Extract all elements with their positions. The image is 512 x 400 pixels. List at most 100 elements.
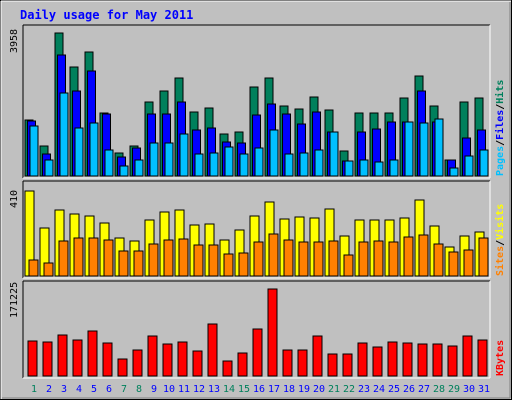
bar-sites-day-9 — [148, 243, 159, 277]
x-tick-label-day-27: 27 — [418, 384, 430, 395]
legend-sites: Sites — [494, 246, 506, 276]
x-tick-label-day-20: 20 — [313, 384, 325, 395]
bar-pages-day-17 — [269, 129, 279, 177]
bar-pages-day-1 — [29, 125, 39, 177]
bar-sites-day-25 — [388, 241, 399, 277]
bar-pages-day-28 — [434, 118, 444, 177]
bar-sites-day-7 — [118, 250, 129, 277]
bar-sites-day-12 — [193, 244, 204, 277]
chart-title: Daily usage for May 2011 — [20, 8, 193, 22]
bar-kbytes-day-1 — [27, 340, 38, 377]
x-tick-label-day-12: 12 — [193, 384, 205, 395]
x-tick-label-day-29: 29 — [448, 384, 460, 395]
bar-sites-day-14 — [223, 253, 234, 277]
bar-sites-day-29 — [448, 251, 459, 277]
x-tick-label-day-6: 6 — [106, 384, 112, 395]
bar-sites-day-1 — [28, 259, 39, 277]
y-max-label-visits-sites: 410 — [9, 190, 20, 208]
legend-hits: Hits — [494, 80, 506, 104]
x-tick-label-day-21: 21 — [328, 384, 340, 395]
bar-kbytes-day-17 — [267, 288, 278, 377]
bar-pages-day-21 — [329, 131, 339, 177]
bar-sites-day-18 — [283, 239, 294, 277]
x-tick-label-day-26: 26 — [403, 384, 415, 395]
x-tick-label-day-15: 15 — [238, 384, 250, 395]
x-tick-label-day-14: 14 — [223, 384, 235, 395]
bar-sites-day-26 — [403, 236, 414, 277]
chart-panels: 3958Pages/Files/Hits410Sites/Visits17122… — [9, 24, 506, 379]
bar-sites-day-23 — [358, 241, 369, 277]
x-tick-label-day-17: 17 — [268, 384, 280, 395]
bar-pages-day-12 — [194, 153, 204, 177]
x-tick-label-day-9: 9 — [151, 384, 157, 395]
bar-sites-day-5 — [88, 237, 99, 277]
bar-pages-day-5 — [89, 122, 99, 177]
x-tick-label-day-25: 25 — [388, 384, 400, 395]
bar-kbytes-day-7 — [117, 358, 128, 377]
bar-pages-day-25 — [389, 159, 399, 177]
x-tick-label-day-19: 19 — [298, 384, 310, 395]
bar-sites-day-2 — [43, 262, 54, 277]
bar-kbytes-day-18 — [282, 349, 293, 377]
legend-separator: / — [495, 104, 506, 110]
bar-pages-day-13 — [209, 152, 219, 177]
bar-pages-day-23 — [359, 159, 369, 177]
bar-sites-day-30 — [463, 249, 474, 277]
bar-kbytes-day-10 — [162, 343, 173, 377]
bar-pages-day-19 — [299, 152, 309, 177]
bar-pages-day-9 — [149, 142, 159, 177]
x-tick-label-day-11: 11 — [178, 384, 190, 395]
bar-sites-day-31 — [478, 237, 489, 277]
bar-sites-day-21 — [328, 240, 339, 277]
bar-kbytes-day-3 — [57, 334, 68, 377]
bar-kbytes-day-26 — [402, 342, 413, 377]
bar-pages-day-3 — [59, 92, 69, 177]
bar-kbytes-day-20 — [312, 335, 323, 377]
bar-sites-day-16 — [253, 241, 264, 277]
bar-pages-day-24 — [374, 161, 384, 177]
bar-pages-day-8 — [134, 159, 144, 177]
legend-separator: / — [495, 240, 506, 246]
x-tick-label-day-22: 22 — [343, 384, 355, 395]
bar-kbytes-day-19 — [297, 349, 308, 377]
x-tick-label-day-5: 5 — [91, 384, 97, 395]
bar-pages-day-14 — [224, 146, 234, 177]
bar-sites-day-27 — [418, 234, 429, 277]
bar-sites-day-13 — [208, 244, 219, 277]
legend-visits-sites: Sites/Visits — [494, 204, 506, 276]
bar-kbytes-day-21 — [327, 353, 338, 377]
bar-pages-day-15 — [239, 153, 249, 177]
legend-kbytes: KBytes — [495, 340, 506, 376]
bar-sites-day-22 — [343, 254, 354, 277]
bar-sites-day-11 — [178, 238, 189, 277]
bar-pages-day-22 — [344, 160, 354, 177]
bar-kbytes-day-23 — [357, 342, 368, 377]
x-tick-label-day-3: 3 — [61, 384, 67, 395]
bar-sites-day-8 — [133, 250, 144, 277]
bar-pages-day-29 — [449, 167, 459, 177]
x-tick-label-day-2: 2 — [46, 384, 52, 395]
bar-kbytes-day-12 — [192, 350, 203, 377]
bar-sites-day-20 — [313, 241, 324, 277]
bar-sites-day-24 — [373, 240, 384, 277]
bar-kbytes-day-4 — [72, 339, 83, 377]
legend-separator: / — [495, 140, 506, 146]
bar-kbytes-day-22 — [342, 353, 353, 377]
bar-pages-day-18 — [284, 153, 294, 177]
bar-pages-day-2 — [44, 159, 54, 177]
x-tick-label-day-16: 16 — [253, 384, 265, 395]
bar-kbytes-day-5 — [87, 330, 98, 377]
legend-visits: Visits — [494, 204, 506, 240]
bar-kbytes-day-2 — [42, 341, 53, 377]
y-max-label-hits-files-pages: 3958 — [9, 29, 20, 53]
x-tick-label-day-18: 18 — [283, 384, 295, 395]
bar-sites-day-4 — [73, 237, 84, 277]
x-tick-label-day-28: 28 — [433, 384, 445, 395]
bar-pages-day-10 — [164, 142, 174, 177]
bar-kbytes-day-27 — [417, 343, 428, 377]
bar-kbytes-day-13 — [207, 323, 218, 377]
bar-pages-day-6 — [104, 149, 114, 177]
x-tick-label-day-8: 8 — [136, 384, 142, 395]
